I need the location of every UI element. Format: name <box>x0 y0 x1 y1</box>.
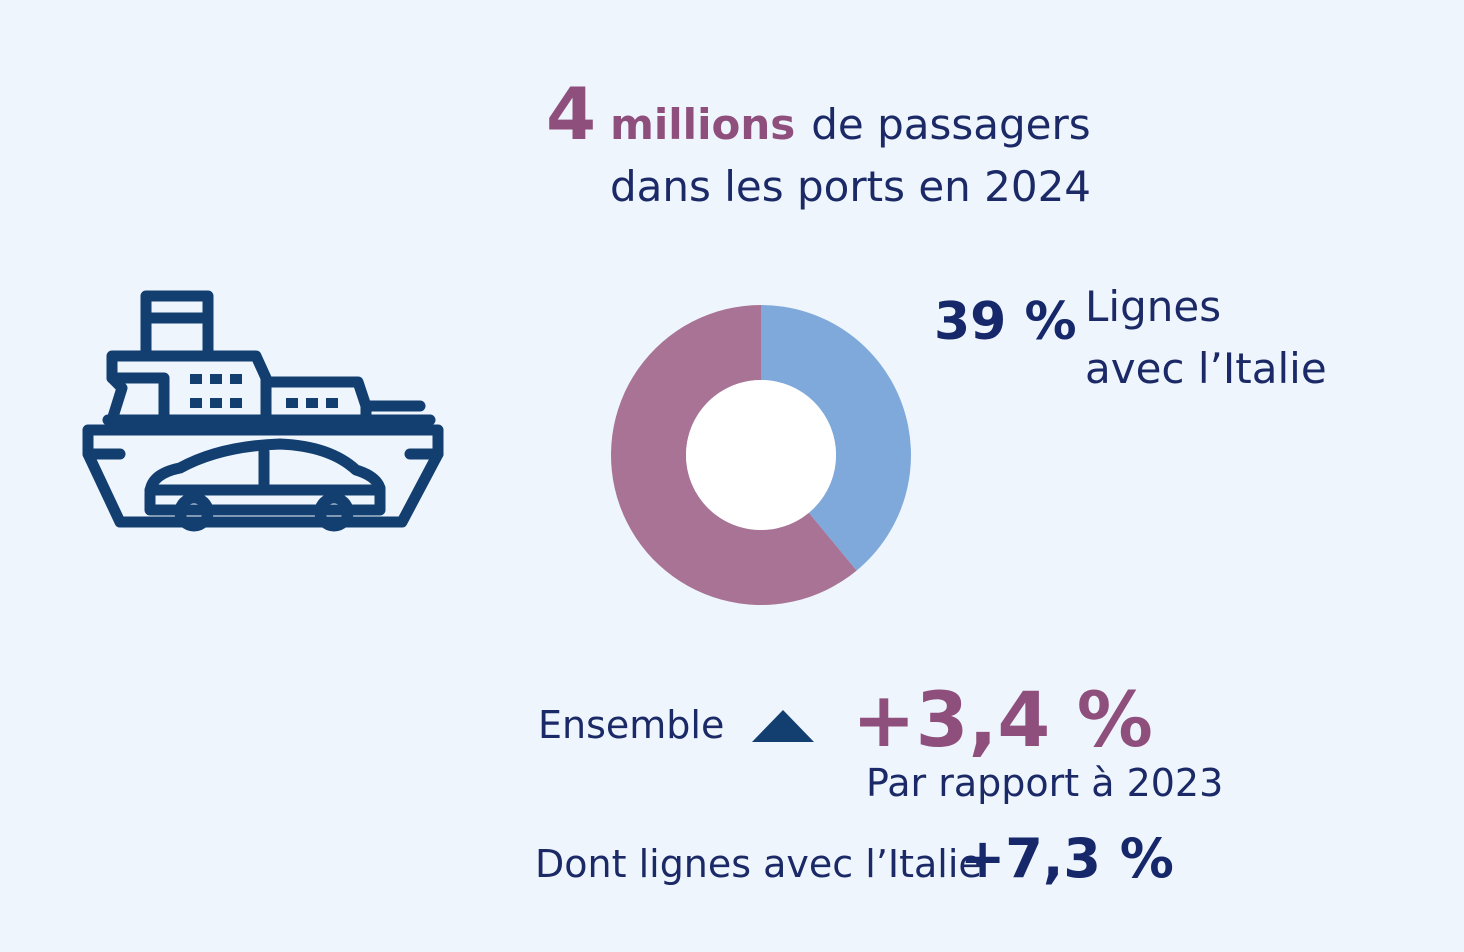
headline-rest: de passagers <box>811 100 1091 149</box>
total-growth-value: +3,4 % <box>852 675 1153 764</box>
headline-unit: millions <box>610 100 796 149</box>
donut-slice-other <box>611 305 857 605</box>
headline-number: 4 <box>546 72 597 156</box>
cabin-windows <box>190 374 338 408</box>
passenger-share-donut-chart <box>611 305 911 605</box>
headline: 4 millions de passagers <box>546 78 1091 150</box>
headline-line-2: dans les ports en 2024 <box>610 162 1092 211</box>
donut-hole <box>686 380 836 530</box>
italy-growth-value: +7,3 % <box>960 827 1174 890</box>
total-growth-label: Ensemble <box>538 703 725 747</box>
italy-growth-label: Dont lignes avec l’Italie <box>535 842 982 886</box>
donut-slice-italy <box>761 305 911 571</box>
italy-share-label-line-1: Lignes <box>1085 282 1222 331</box>
growth-reference: Par rapport à 2023 <box>866 761 1224 805</box>
up-triangle-icon <box>752 710 814 742</box>
italy-share-label-line-2: avec l’Italie <box>1085 344 1327 393</box>
ferry-with-car-icon <box>82 290 444 532</box>
italy-share-value: 39 % <box>934 292 1077 352</box>
